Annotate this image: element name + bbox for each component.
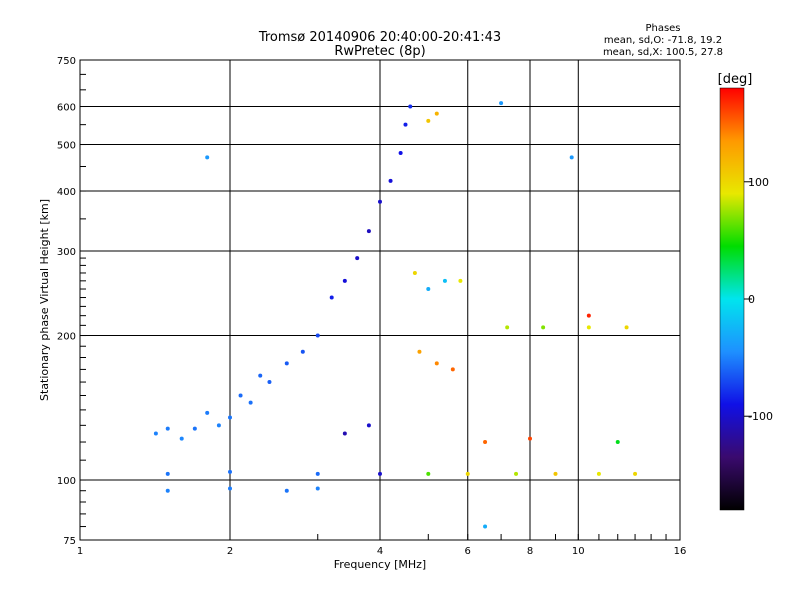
x-tick-label: 8 [527, 546, 533, 557]
x-axis-ticks: 1 2 4 6 8 10 16 [77, 534, 687, 557]
stats-heading: Phases [645, 23, 680, 34]
data-point [378, 471, 382, 476]
data-point [403, 122, 408, 127]
x-tick-label: 4 [377, 546, 383, 557]
data-point [153, 431, 158, 436]
data-point [267, 380, 272, 385]
y-tick-label: 75 [63, 536, 76, 547]
data-point [528, 436, 532, 441]
data-point [342, 278, 347, 283]
data-points [153, 101, 638, 529]
data-point [569, 155, 574, 160]
data-point [205, 410, 210, 415]
colorbar [719, 87, 745, 511]
data-point [434, 111, 439, 116]
y-tick-label: 750 [57, 56, 76, 67]
data-point [465, 471, 470, 476]
y-axis-label: Stationary phase Virtual Height [km] [38, 199, 51, 401]
data-point [483, 524, 488, 529]
y-tick-label: 300 [57, 247, 76, 258]
data-point [412, 270, 417, 275]
data-point [553, 471, 558, 476]
data-point [586, 325, 591, 330]
y-tick-label: 400 [57, 187, 76, 198]
y-tick-label: 500 [57, 141, 76, 152]
data-point [366, 229, 371, 234]
data-point [417, 349, 422, 354]
data-point [228, 469, 232, 474]
data-point [192, 426, 197, 431]
data-point [165, 471, 170, 476]
y-axis-ticks: 75 100 200 300 400 500 600 750 [57, 56, 86, 547]
data-point [315, 333, 320, 338]
data-point [165, 426, 170, 431]
data-point [216, 423, 221, 428]
data-point [366, 423, 371, 428]
data-point [284, 361, 289, 366]
y-tick-label: 100 [57, 476, 76, 487]
data-point [342, 431, 347, 436]
data-point [458, 278, 463, 283]
data-point [165, 488, 170, 493]
data-point [586, 313, 591, 318]
data-point [624, 325, 629, 330]
chart-title: Tromsø 20140906 20:40:00-20:41:43 [258, 30, 501, 45]
data-point [228, 415, 232, 420]
data-point [258, 373, 263, 378]
colorbar-tick-label: -100 [748, 410, 773, 423]
chart-subtitle: RwPretec (8p) [334, 44, 425, 59]
data-point [284, 488, 289, 493]
grid-lines [80, 60, 680, 540]
data-point [408, 104, 413, 109]
y-tick-label: 200 [57, 332, 76, 343]
data-point [315, 471, 320, 476]
colorbar-tick-label: 100 [748, 176, 769, 189]
data-point [450, 367, 455, 372]
data-point [388, 178, 393, 183]
data-point [329, 295, 334, 300]
x-tick-label: 16 [674, 546, 687, 557]
data-point [434, 361, 439, 366]
x-tick-label: 1 [77, 546, 83, 557]
data-point [378, 199, 382, 204]
data-point [499, 101, 504, 106]
data-point [442, 278, 447, 283]
data-point [228, 486, 232, 491]
x-tick-label: 2 [227, 546, 233, 557]
data-point [398, 151, 403, 156]
data-point [179, 436, 184, 441]
data-point [300, 349, 305, 354]
x-tick-label: 6 [465, 546, 471, 557]
colorbar-tick-label: 0 [748, 293, 755, 306]
data-point [426, 287, 431, 292]
data-point [514, 471, 519, 476]
data-point [633, 471, 638, 476]
data-point [505, 325, 510, 330]
stats-line-x: mean, sd,X: 100.5, 27.8 [603, 47, 723, 58]
x-axis-label: Frequency [MHz] [334, 558, 426, 571]
colorbar-ticks: 100 0 -100 [744, 176, 773, 423]
data-point [248, 400, 253, 405]
data-point [483, 440, 488, 445]
stats-line-o: mean, sd,O: -71.8, 19.2 [604, 35, 722, 46]
data-point [205, 155, 210, 160]
colorbar-label: [deg] [718, 72, 753, 87]
x-tick-label: 10 [572, 546, 585, 557]
data-point [426, 471, 431, 476]
data-point [596, 471, 601, 476]
data-point [615, 440, 620, 445]
data-point [541, 325, 546, 330]
data-point [315, 486, 320, 491]
data-point [238, 393, 243, 398]
y-tick-label: 600 [57, 103, 76, 114]
data-point [355, 256, 360, 261]
data-point [426, 118, 431, 123]
